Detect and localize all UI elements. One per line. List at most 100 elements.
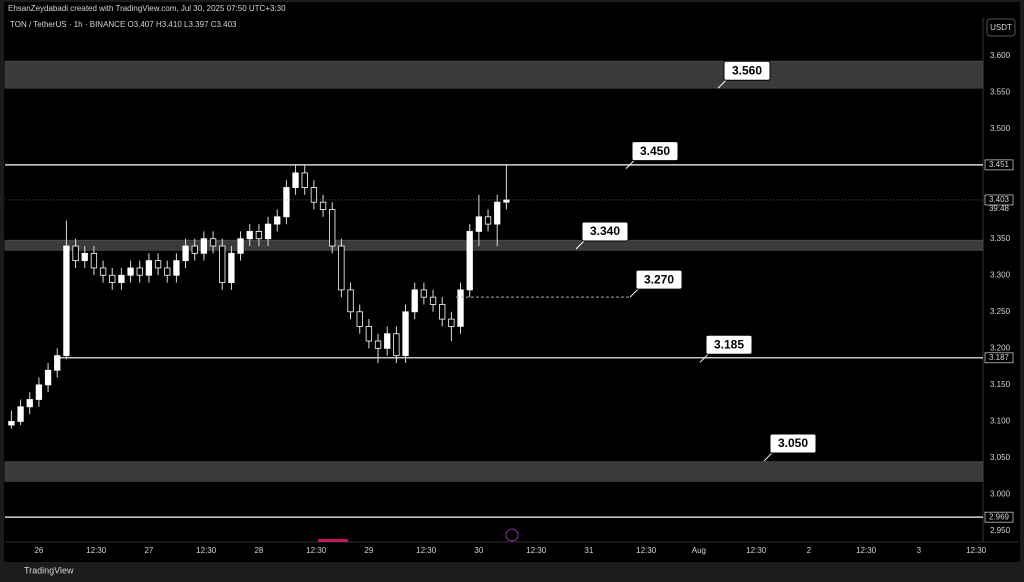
candle-body: [109, 274, 116, 283]
y-tick-label: 3.150: [990, 380, 1011, 389]
callout-box: [705, 334, 753, 355]
candle-body: [118, 274, 125, 283]
candle-body: [448, 318, 455, 327]
callout-label: 3.270: [644, 272, 674, 286]
candle-body: [466, 231, 473, 291]
x-tick-label: 12:30: [416, 546, 437, 555]
candle-body: [264, 223, 272, 240]
countdown: 39:48: [989, 204, 1010, 213]
x-tick-label: 12:30: [636, 546, 657, 555]
candle-body: [255, 231, 263, 240]
candle-body: [26, 399, 33, 408]
candle-body: [439, 304, 446, 320]
callout-box: [631, 141, 679, 162]
candle-body: [99, 267, 107, 276]
price-tag: [984, 511, 1014, 523]
candle-body: [338, 245, 345, 291]
x-tick-label: 2: [807, 546, 812, 555]
x-tick-label: 12:30: [856, 546, 877, 555]
x-tick-label: 27: [144, 546, 153, 555]
y-tick-label: 3.500: [990, 124, 1011, 133]
y-tick-label: 3.000: [990, 490, 1011, 499]
callout-box: [723, 60, 771, 81]
currency: USDT: [990, 23, 1012, 32]
currency-box: [986, 18, 1016, 37]
candle-body: [484, 216, 492, 225]
candle-body: [54, 355, 61, 371]
candle-body: [35, 384, 43, 400]
x-tick-label: 28: [254, 546, 263, 555]
candle-body: [402, 311, 409, 357]
x-tick-label: 29: [364, 546, 373, 555]
y-tick-label: 3.250: [990, 307, 1011, 316]
candle-body: [237, 238, 244, 254]
event-icon[interactable]: [505, 528, 519, 542]
y-tick-label: 3.600: [990, 51, 1011, 60]
symbol-line: TON / TetherUS · 1h · BINANCE O3.407 H3.…: [10, 20, 237, 29]
callout-pointer: [625, 160, 635, 169]
x-tick-label: 12:30: [966, 546, 987, 555]
callout-pointer: [699, 353, 709, 363]
price-tag-label: 2.969: [989, 512, 1010, 521]
candle-body: [90, 252, 98, 269]
candle-body: [457, 289, 464, 327]
y-tick-label: 3.550: [990, 88, 1011, 97]
candle-body: [393, 333, 400, 357]
callout-pointer: [575, 240, 585, 250]
candle-body: [329, 209, 336, 247]
x-tick-label: 12:30: [746, 546, 767, 555]
price-tag-label: 3.187: [989, 353, 1010, 362]
candle-body: [219, 245, 226, 283]
candle-body: [374, 340, 382, 349]
callout-label: 3.340: [590, 224, 620, 238]
x-tick-label: 26: [34, 546, 43, 555]
callout-pointer: [717, 79, 727, 89]
candle-body: [292, 172, 299, 188]
x-tick-label: 3: [917, 546, 922, 555]
y-tick-label: 3.200: [990, 343, 1011, 352]
price-tag-label: 3.403: [989, 195, 1010, 204]
y-tick-label: 3.300: [990, 270, 1011, 279]
candle-body: [182, 245, 189, 262]
candle-body: [310, 187, 318, 203]
x-tick-label: 31: [584, 546, 593, 555]
marker: [318, 539, 348, 542]
y-tick-label: 3.050: [990, 453, 1011, 462]
callout-label: 3.185: [714, 337, 744, 351]
callout-pointer: [763, 452, 773, 462]
callout-label: 3.450: [640, 144, 670, 158]
callout-box: [769, 433, 817, 454]
candle-body: [384, 333, 391, 349]
candle-body: [319, 201, 327, 210]
candle-body: [246, 231, 253, 240]
candle-body: [154, 260, 162, 269]
candle-body: [173, 260, 180, 276]
price-tag: [984, 352, 1014, 364]
x-tick-label: 12:30: [86, 546, 107, 555]
callout-box: [581, 221, 629, 242]
candle-body: [365, 326, 373, 342]
x-tick-label: Aug: [692, 546, 706, 555]
candle-body: [429, 296, 437, 305]
zone: [4, 239, 984, 251]
candle-body: [44, 369, 52, 386]
candle-body: [494, 201, 501, 225]
candle-body: [209, 238, 217, 247]
candle-body: [81, 252, 88, 262]
y-tick-label: 2.950: [990, 526, 1011, 535]
candle-body: [503, 199, 510, 203]
x-tick-label: 12:30: [306, 546, 327, 555]
callout-label: 3.050: [778, 436, 808, 450]
price-tag: [984, 159, 1014, 171]
price-tag: [984, 194, 1014, 206]
brand: TradingView: [24, 565, 74, 575]
candle-body: [8, 421, 15, 426]
candle-body: [145, 260, 153, 276]
candle-body: [63, 245, 70, 357]
callout-box: [635, 269, 683, 290]
candle-body: [411, 289, 418, 313]
credit: EhsanZeydabadi created with TradingView.…: [8, 4, 286, 13]
callout-pointer: [629, 288, 639, 298]
candle-body: [301, 172, 308, 188]
y-tick-label: 3.100: [990, 417, 1011, 426]
